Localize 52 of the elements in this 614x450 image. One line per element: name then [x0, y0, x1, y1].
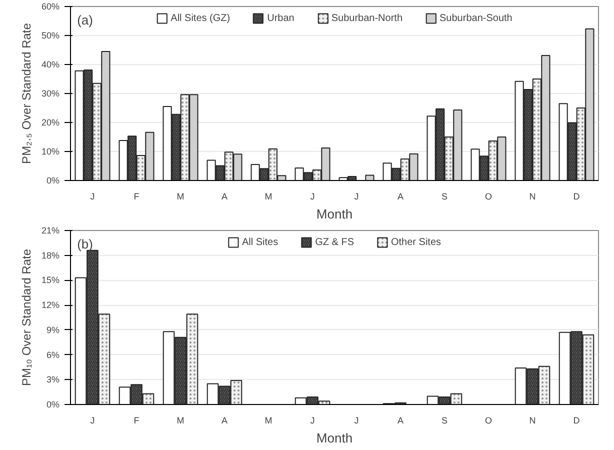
x-tick-label: J [310, 416, 315, 426]
legend-label: Urban [267, 12, 294, 24]
legend-label: Suburban-South [440, 12, 512, 24]
legend-label: Suburban-North [331, 12, 403, 24]
y-tick-label: 30% [41, 88, 60, 98]
x-tick-label: M [264, 416, 272, 426]
x-tick-label: J [354, 192, 359, 202]
y-tick-label: 12% [41, 300, 60, 310]
x-tick-label: M [176, 192, 184, 202]
x-tick-label: A [222, 192, 228, 202]
y-tick-label: 18% [41, 250, 60, 260]
x-tick-label: F [134, 192, 140, 202]
y-tick-label: 15% [41, 275, 60, 286]
x-tick-label: M [264, 192, 272, 202]
x-tick-label: F [134, 416, 140, 426]
y-tick-label: 9% [46, 324, 60, 335]
y-tick-label: 10% [41, 146, 60, 156]
y-axis-title: PM₁₀ Over Standard Rate [19, 248, 34, 386]
legend-label: All Sites [242, 236, 278, 248]
x-tick-label: D [573, 192, 580, 202]
x-tick-label: J [354, 416, 359, 426]
y-tick-label: 0% [46, 400, 60, 410]
y-tick-label: 20% [41, 118, 60, 128]
y-tick-label: 6% [46, 350, 60, 360]
y-axis-title: PM₂.₅ Over Standard Rate [19, 22, 34, 164]
x-tick-label: O [485, 416, 492, 426]
legend-label: All Sites (GZ) [170, 12, 230, 24]
x-tick-label: O [485, 192, 492, 202]
legend-label: GZ & FS [315, 236, 354, 248]
x-tick-label: J [310, 192, 315, 202]
x-axis-title: Month [316, 430, 353, 446]
x-tick-label: D [573, 416, 580, 426]
y-tick-label: 60% [41, 2, 60, 12]
x-tick-label: N [529, 192, 536, 202]
x-tick-label: A [222, 416, 228, 426]
x-axis-title: Month [316, 206, 353, 222]
x-tick-label: J [90, 192, 95, 202]
legend-label: Other Sites [391, 236, 442, 248]
y-tick-label: 50% [41, 30, 60, 40]
x-tick-label: A [398, 416, 404, 426]
x-tick-label: S [442, 192, 448, 202]
y-tick-label: 0% [46, 176, 60, 186]
text: (b) [77, 236, 93, 252]
x-tick-label: J [90, 416, 95, 426]
x-tick-label: A [398, 192, 404, 202]
y-tick-label: 21% [41, 226, 60, 236]
text: (a) [77, 12, 93, 28]
x-tick-label: M [176, 416, 184, 426]
y-tick-label: 40% [41, 60, 60, 70]
x-tick-label: N [529, 416, 536, 426]
x-tick-label: S [442, 416, 448, 426]
y-tick-label: 3% [46, 374, 60, 385]
